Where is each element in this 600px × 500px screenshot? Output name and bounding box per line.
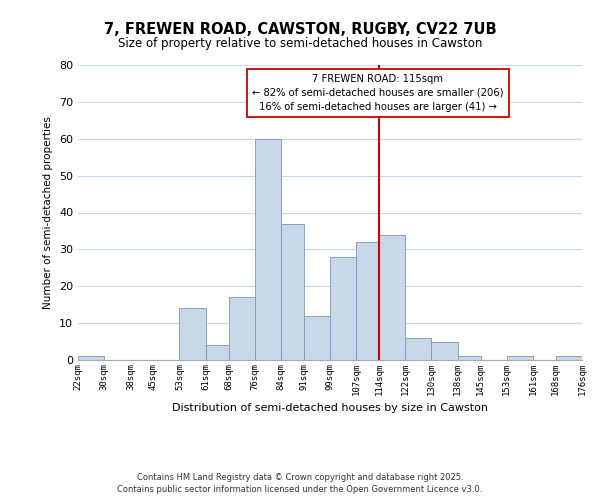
Bar	[304, 316, 330, 360]
Bar	[229, 298, 255, 360]
Bar	[356, 242, 379, 360]
Bar	[458, 356, 481, 360]
Bar	[78, 356, 104, 360]
Text: Size of property relative to semi-detached houses in Cawston: Size of property relative to semi-detach…	[118, 38, 482, 51]
Text: 7 FREWEN ROAD: 115sqm
← 82% of semi-detached houses are smaller (206)
16% of sem: 7 FREWEN ROAD: 115sqm ← 82% of semi-deta…	[252, 74, 503, 112]
Bar	[206, 345, 229, 360]
Bar	[255, 138, 281, 360]
Text: Contains public sector information licensed under the Open Government Licence v3: Contains public sector information licen…	[118, 484, 482, 494]
Bar	[330, 257, 356, 360]
Bar	[405, 338, 431, 360]
Text: Contains HM Land Registry data © Crown copyright and database right 2025.: Contains HM Land Registry data © Crown c…	[137, 473, 463, 482]
Bar	[556, 356, 582, 360]
Y-axis label: Number of semi-detached properties: Number of semi-detached properties	[43, 116, 53, 309]
Bar	[507, 356, 533, 360]
Bar	[431, 342, 458, 360]
Bar	[379, 234, 405, 360]
X-axis label: Distribution of semi-detached houses by size in Cawston: Distribution of semi-detached houses by …	[172, 404, 488, 413]
Text: 7, FREWEN ROAD, CAWSTON, RUGBY, CV22 7UB: 7, FREWEN ROAD, CAWSTON, RUGBY, CV22 7UB	[104, 22, 496, 38]
Bar	[281, 224, 304, 360]
Bar	[179, 308, 206, 360]
